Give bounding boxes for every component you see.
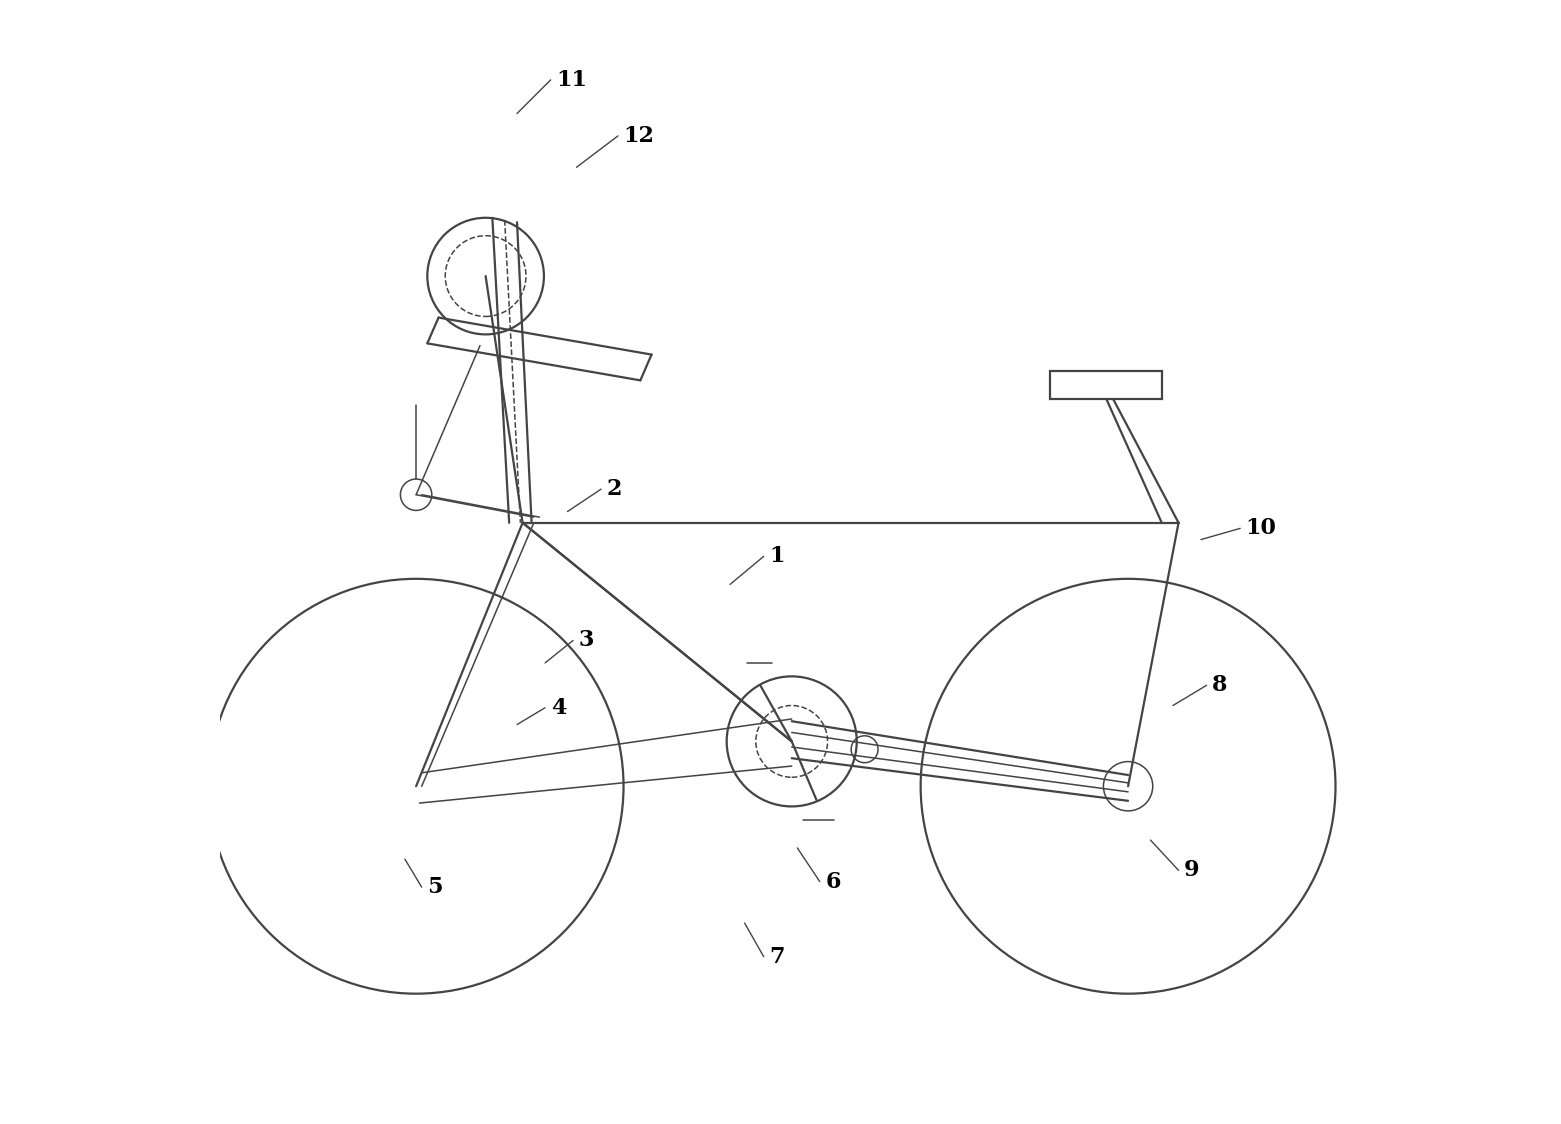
Text: 1: 1 — [770, 545, 785, 568]
Text: 2: 2 — [607, 478, 623, 500]
Text: 11: 11 — [556, 69, 587, 91]
Text: 6: 6 — [826, 871, 841, 892]
Text: 5: 5 — [428, 876, 443, 898]
Text: 12: 12 — [623, 125, 654, 147]
Polygon shape — [1049, 371, 1161, 399]
Text: 7: 7 — [770, 945, 785, 968]
Text: 4: 4 — [551, 697, 567, 718]
Text: 3: 3 — [579, 629, 595, 652]
Text: 9: 9 — [1185, 860, 1200, 881]
Text: 10: 10 — [1246, 517, 1277, 540]
Text: 8: 8 — [1213, 674, 1227, 697]
